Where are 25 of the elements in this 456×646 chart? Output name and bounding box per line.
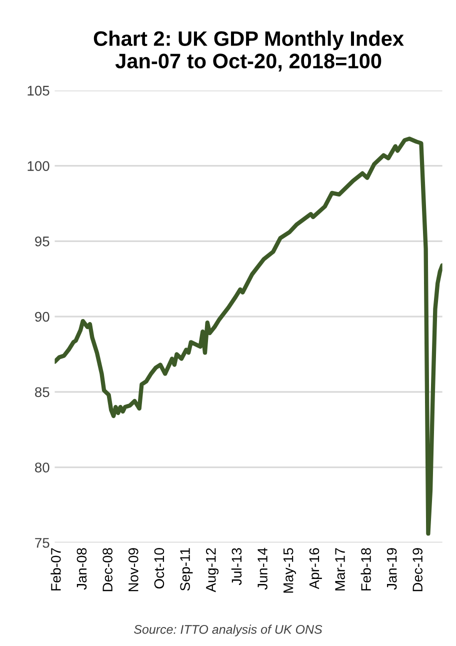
y-tick-label: 90 [35, 312, 50, 322]
y-tick-label: 85 [35, 387, 50, 398]
x-tick-label: Aug-12 [206, 548, 219, 592]
x-tick-label: Nov-09 [128, 548, 138, 592]
x-tick-label: Jan-08 [76, 548, 87, 590]
x-tick-label: Jul-13 [231, 548, 242, 586]
y-tick-label: 105 [28, 86, 50, 96]
x-tick-label: May-15 [284, 548, 296, 593]
x-tick-label: Oct-10 [154, 548, 164, 589]
line-series [54, 136, 442, 536]
y-tick-label: 75 [35, 538, 50, 548]
x-tick-label: Jun-14 [258, 548, 268, 590]
y-tick-label: 100 [28, 161, 50, 171]
x-tick-label: Feb-18 [360, 548, 371, 590]
x-tick-label: Sep-11 [180, 548, 193, 591]
x-tick-label: Feb-07 [50, 548, 61, 590]
x-tick-label: Dec-19 [412, 548, 423, 592]
y-tick-label: 80 [35, 462, 50, 472]
chart-title: Chart 2: UK GDP Monthly Index Jan-07 to Oct-20, 2018=100 [94, 30, 404, 72]
source-note: Source: ITTO analysis of UK ONS [134, 624, 322, 636]
x-tick-label: Jan-19 [386, 548, 397, 590]
y-tick-label: 95 [35, 236, 50, 246]
x-tick-label: Apr-16 [309, 548, 322, 590]
x-tick-label: Mar-17 [335, 548, 345, 590]
x-tick-label: Dec-08 [102, 548, 112, 592]
